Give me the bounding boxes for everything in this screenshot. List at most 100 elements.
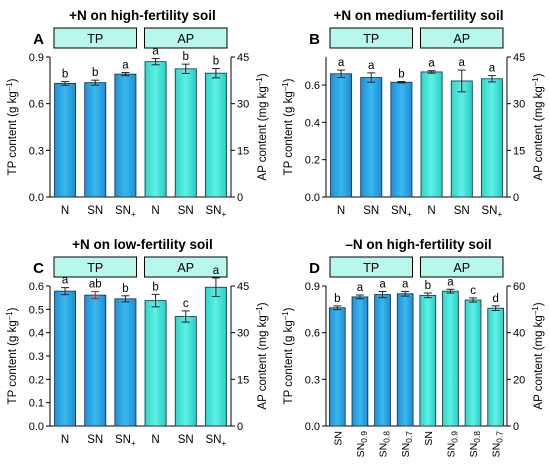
- bar-tp: [374, 294, 391, 427]
- right-tick-label: 30: [237, 99, 249, 111]
- panel-b: +N on medium-fertility soil B TP AP 0.0 0.2 0.…: [281, 8, 545, 219]
- right-tick-label: 0: [513, 421, 519, 433]
- significance-letter: b: [425, 280, 431, 292]
- x-tick-label: SN: [363, 205, 379, 217]
- left-tick-label: 0.9: [305, 281, 320, 293]
- bar-ap: [174, 316, 197, 427]
- significance-letter: a: [152, 46, 159, 58]
- x-tick-label: N: [151, 205, 159, 217]
- significance-letter: a: [338, 57, 345, 69]
- group-header-box: [329, 256, 413, 278]
- right-tick-label: 0: [513, 192, 519, 204]
- group-header-box: [144, 27, 228, 49]
- panel-d: –N on high-fertility soil D TP AP 0.0 0.3 0.6 0…: [281, 237, 545, 457]
- significance-letter: b: [398, 68, 404, 80]
- left-tick-label: 0.0: [29, 192, 44, 204]
- right-tick-label: 60: [513, 281, 525, 293]
- bar-ap: [144, 61, 167, 198]
- x-tick-label: SN+: [205, 205, 226, 219]
- right-tick-label: 40: [513, 328, 525, 340]
- bar-tp: [114, 298, 137, 427]
- x-tick-label: SN0.7: [491, 431, 505, 458]
- significance-letter: a: [428, 58, 435, 70]
- x-tick-label: SN0.9: [355, 431, 369, 458]
- significance-letter: d: [492, 293, 498, 305]
- significance-letter: a: [62, 275, 69, 287]
- bar-tp: [396, 293, 414, 427]
- x-tick-label: N: [61, 205, 69, 217]
- right-tick-label: 45: [513, 52, 525, 64]
- left-tick-label: 0.6: [29, 281, 44, 293]
- significance-letter: b: [122, 283, 128, 295]
- left-tick-label: 0.3: [29, 145, 44, 157]
- bar-ap: [174, 68, 197, 198]
- left-tick-label: 0.4: [29, 328, 44, 340]
- right-tick-label: 45: [237, 281, 249, 293]
- bar-ap: [487, 307, 505, 427]
- left-tick-label: 0.9: [29, 52, 44, 64]
- group-header-box: [144, 256, 228, 278]
- significance-letter: a: [447, 276, 454, 288]
- x-tick-label: SN+: [481, 205, 502, 219]
- significance-letter: b: [334, 293, 340, 305]
- group-header-box: [53, 256, 137, 278]
- group-header-label: TP: [87, 261, 103, 275]
- panel-label: A: [33, 31, 44, 48]
- right-tick-label: 0: [237, 421, 243, 433]
- bar-ap: [450, 80, 473, 198]
- left-axis-title: TP content (g kg–1): [5, 78, 19, 175]
- x-tick-label: SN0.7: [400, 431, 414, 458]
- panel-title: +N on high-fertility soil: [69, 8, 216, 23]
- bar-ap: [442, 290, 459, 427]
- panel-title: +N on low-fertility soil: [72, 237, 213, 252]
- significance-letter: a: [379, 278, 386, 290]
- right-tick-label: 20: [513, 374, 525, 386]
- x-tick-label: SN0.8: [468, 431, 482, 458]
- bar-tp: [328, 307, 346, 427]
- group-header-box: [53, 27, 137, 49]
- bar-tp: [390, 81, 413, 198]
- significance-letter: a: [489, 63, 496, 75]
- left-tick-label: 0.2: [305, 155, 320, 167]
- group-header-label: TP: [363, 261, 379, 275]
- significance-letter: b: [152, 281, 158, 293]
- x-tick-label: SN+: [391, 205, 412, 219]
- group-header-label: AP: [177, 32, 194, 46]
- panel-label: C: [33, 260, 44, 277]
- bar-tp: [360, 77, 383, 198]
- bar-ap: [204, 72, 227, 198]
- bar-tp: [54, 290, 77, 427]
- significance-letter: a: [213, 265, 220, 277]
- x-tick-label: SN: [87, 205, 103, 217]
- significance-letter: b: [183, 51, 189, 63]
- right-tick-label: 45: [237, 52, 249, 64]
- significance-letter: a: [122, 60, 129, 72]
- x-tick-label: SN: [87, 434, 103, 446]
- bar-ap: [480, 78, 503, 198]
- group-header-label: TP: [87, 32, 103, 46]
- left-tick-label: 0.5: [29, 304, 44, 316]
- bar-tp: [84, 294, 107, 427]
- left-tick-label: 0.0: [305, 192, 320, 204]
- x-tick-label: SN: [423, 431, 435, 446]
- bar-tp: [351, 296, 369, 427]
- group-header-label: AP: [453, 32, 470, 46]
- x-tick-label: SN+: [115, 434, 136, 448]
- x-tick-label: SN+: [205, 434, 226, 448]
- left-tick-label: 0.3: [29, 351, 44, 363]
- panel-label: B: [309, 31, 320, 48]
- bar-tp: [114, 73, 137, 198]
- bar-tp: [330, 73, 353, 198]
- panel-title: –N on high-fertility soil: [345, 237, 491, 252]
- right-axis-title: AP content (mg kg–1): [531, 302, 545, 409]
- significance-letter: b: [213, 56, 219, 68]
- left-tick-label: 0.0: [305, 421, 320, 433]
- bar-ap: [419, 294, 437, 427]
- left-tick-label: 0.4: [305, 117, 320, 129]
- left-tick-label: 0.1: [29, 398, 44, 410]
- left-axis-title: TP content (g kg–1): [5, 307, 19, 404]
- x-tick-label: SN: [332, 431, 344, 446]
- significance-letter: c: [183, 298, 189, 310]
- left-tick-label: 0.2: [29, 374, 44, 386]
- bar-tp: [84, 82, 107, 198]
